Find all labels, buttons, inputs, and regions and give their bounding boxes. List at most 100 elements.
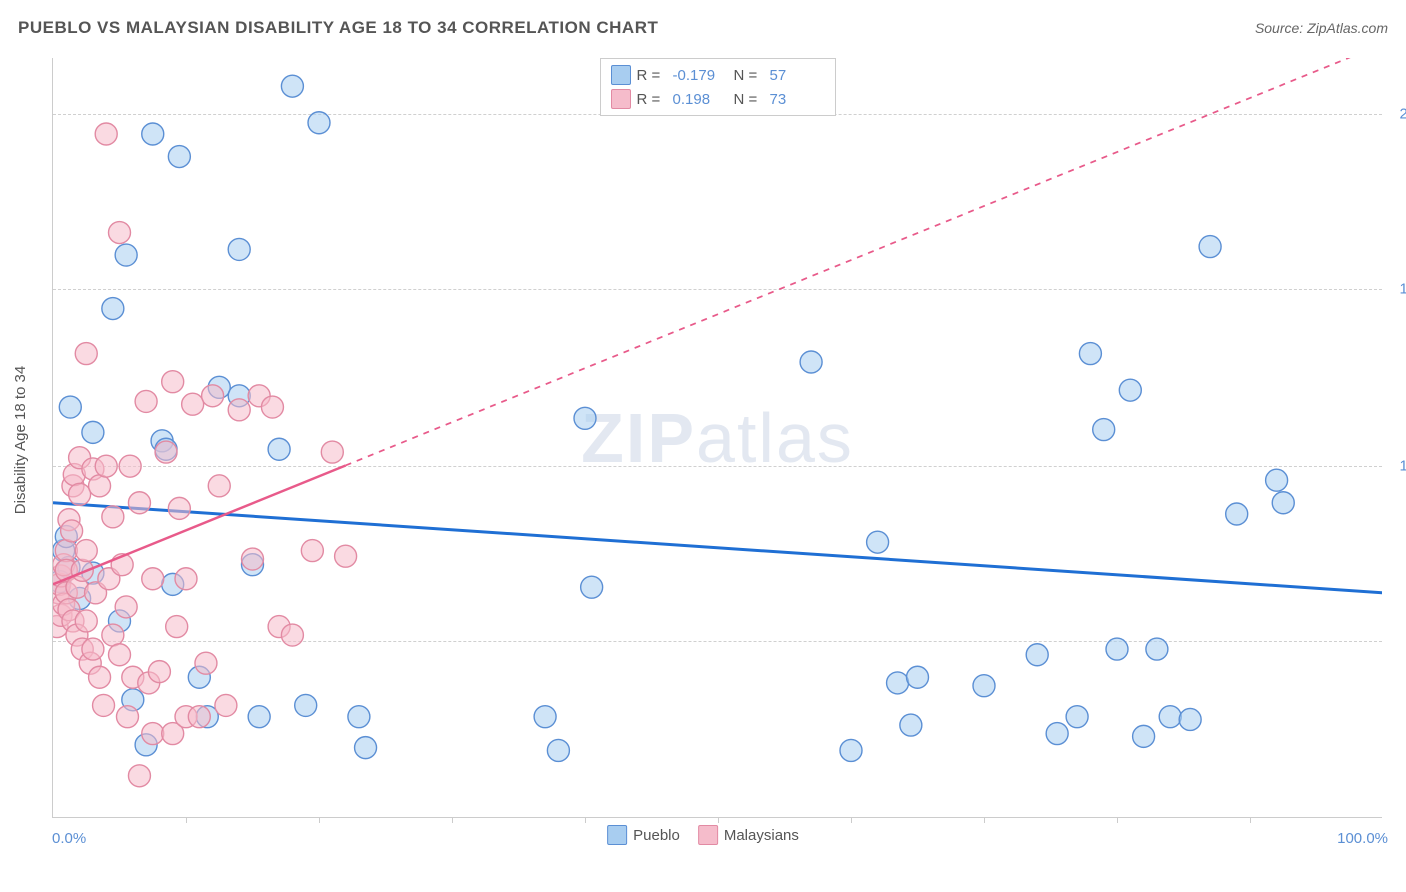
data-point — [119, 455, 141, 477]
data-point — [1159, 706, 1181, 728]
data-point — [248, 706, 270, 728]
data-point — [1272, 492, 1294, 514]
y-tick-label: 18.8% — [1387, 280, 1406, 297]
x-tick — [319, 817, 320, 823]
data-point — [1079, 343, 1101, 365]
data-point — [1119, 379, 1141, 401]
n-label: N = — [734, 91, 764, 108]
data-point — [102, 624, 124, 646]
legend-item-pueblo: Pueblo — [607, 825, 680, 845]
x-tick — [851, 817, 852, 823]
data-point — [208, 475, 230, 497]
data-point — [82, 638, 104, 660]
data-point — [128, 765, 150, 787]
data-point — [534, 706, 556, 728]
n-label: N = — [734, 67, 764, 84]
data-point — [168, 146, 190, 168]
data-point — [202, 385, 224, 407]
x-tick — [585, 817, 586, 823]
data-point — [1066, 706, 1088, 728]
legend-swatch-pueblo — [611, 65, 631, 85]
data-point — [228, 399, 250, 421]
data-point — [308, 112, 330, 134]
data-point — [1226, 503, 1248, 525]
x-tick — [452, 817, 453, 823]
data-point — [1266, 469, 1288, 491]
data-point — [168, 497, 190, 519]
data-point — [355, 737, 377, 759]
regression-line-dashed — [346, 58, 1382, 465]
data-point — [242, 548, 264, 570]
data-point — [188, 706, 210, 728]
plot-area: R = -0.179 N = 57 R = 0.198 N = 73 ZIPat… — [52, 58, 1382, 818]
data-point — [261, 396, 283, 418]
x-axis-min-label: 0.0% — [52, 830, 86, 847]
data-point — [301, 540, 323, 562]
data-point — [867, 531, 889, 553]
data-point — [93, 694, 115, 716]
data-point — [581, 576, 603, 598]
data-point — [1199, 236, 1221, 258]
data-point — [128, 492, 150, 514]
series-legend: Pueblo Malaysians — [607, 825, 799, 845]
legend-label: Malaysians — [724, 827, 799, 844]
data-point — [321, 441, 343, 463]
data-point — [95, 455, 117, 477]
data-point — [1046, 723, 1068, 745]
data-point — [162, 371, 184, 393]
legend-swatch-malaysians — [611, 89, 631, 109]
legend-swatch-pueblo — [607, 825, 627, 845]
data-point — [148, 661, 170, 683]
n-value: 73 — [770, 91, 825, 108]
r-value: -0.179 — [673, 67, 728, 84]
data-point — [900, 714, 922, 736]
data-point — [116, 706, 138, 728]
y-tick-label: 25.0% — [1387, 106, 1406, 123]
data-point — [335, 545, 357, 567]
y-tick-label: 6.3% — [1387, 632, 1406, 649]
data-point — [142, 723, 164, 745]
data-point — [268, 438, 290, 460]
data-point — [142, 123, 164, 145]
r-label: R = — [637, 91, 667, 108]
x-axis-max-label: 100.0% — [1337, 830, 1388, 847]
data-point — [89, 666, 111, 688]
data-point — [800, 351, 822, 373]
data-point — [95, 123, 117, 145]
data-point — [75, 343, 97, 365]
legend-swatch-malaysians — [698, 825, 718, 845]
data-point — [907, 666, 929, 688]
data-point — [115, 244, 137, 266]
x-tick — [1250, 817, 1251, 823]
data-point — [295, 694, 317, 716]
source-attribution: Source: ZipAtlas.com — [1255, 20, 1388, 36]
data-point — [195, 652, 217, 674]
legend-item-malaysians: Malaysians — [698, 825, 799, 845]
data-point — [547, 739, 569, 761]
data-point — [59, 396, 81, 418]
x-tick — [984, 817, 985, 823]
data-point — [69, 483, 91, 505]
x-tick — [718, 817, 719, 823]
data-point — [75, 610, 97, 632]
data-point — [102, 298, 124, 320]
data-point — [1093, 419, 1115, 441]
x-tick — [1117, 817, 1118, 823]
data-point — [109, 644, 131, 666]
chart-title: PUEBLO VS MALAYSIAN DISABILITY AGE 18 TO… — [18, 18, 658, 38]
data-point — [348, 706, 370, 728]
data-point — [109, 222, 131, 244]
data-point — [142, 568, 164, 590]
data-point — [228, 238, 250, 260]
data-point — [115, 596, 137, 618]
data-point — [75, 540, 97, 562]
chart-svg — [53, 58, 1382, 817]
data-point — [89, 475, 111, 497]
y-tick-label: 12.5% — [1387, 458, 1406, 475]
r-value: 0.198 — [673, 91, 728, 108]
data-point — [281, 624, 303, 646]
data-point — [1133, 725, 1155, 747]
data-point — [887, 672, 909, 694]
data-point — [175, 568, 197, 590]
data-point — [55, 540, 77, 562]
